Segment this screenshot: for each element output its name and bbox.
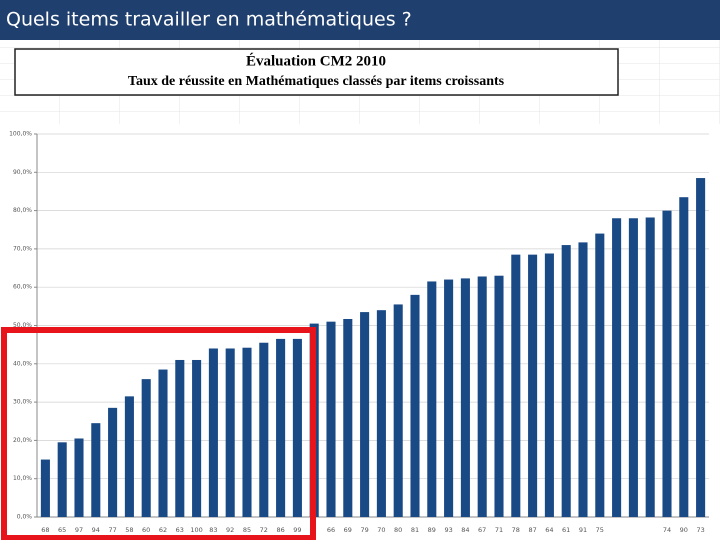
x-tick-label: 85 [243,526,251,534]
x-tick-label: 73 [696,526,704,534]
bar [410,294,420,517]
x-tick-label: 68 [41,526,49,534]
bar [108,407,118,517]
bar [376,310,386,517]
bar [612,218,622,517]
x-tick-label: 78 [512,526,520,534]
bar [141,379,151,517]
y-tick-label: 90,0% [13,169,32,176]
bar [544,253,554,517]
x-tick-label: 93 [444,526,452,534]
bar [276,338,286,517]
bar [326,321,336,517]
x-tick-label: 61 [562,526,570,534]
x-tick-label: 80 [394,526,402,534]
bar [91,423,101,517]
bar [225,348,235,517]
highlight-box [1,327,316,541]
x-tick-label: 60 [142,526,150,534]
bar [242,347,252,517]
y-tick-label: 70,0% [13,245,32,252]
x-tick-label: 70 [377,526,385,534]
bar [74,438,84,517]
bar [561,245,571,517]
bar [175,359,185,517]
x-tick-label: 77 [108,526,116,534]
bar [645,217,655,517]
x-tick-label: 72 [260,526,268,534]
x-tick-label: 81 [411,526,419,534]
bar [124,396,134,517]
bar [460,278,470,517]
bar [595,233,605,517]
x-tick-label: 100 [190,526,202,534]
bar [393,304,403,517]
x-tick-label: 92 [226,526,234,534]
x-tick-label: 83 [209,526,217,534]
x-tick-label: 90 [680,526,688,534]
bar [57,442,67,517]
bar [511,254,521,517]
x-tick-label: 97 [75,526,83,534]
x-tick-label: 62 [159,526,167,534]
y-tick-label: 40,0% [13,360,32,367]
x-tick-label: 94 [92,526,100,534]
bar [259,342,269,517]
x-tick-label: 84 [461,526,469,534]
x-tick-label: 63 [176,526,184,534]
x-tick-label: 65 [58,526,66,534]
x-tick-label: 79 [360,526,368,534]
title-box [14,48,619,96]
bar [477,276,487,517]
bar [40,459,50,517]
bar [528,254,538,517]
y-tick-label: 100,0% [9,131,32,138]
x-tick-label: 87 [528,526,536,534]
x-tick-label: 99 [293,526,301,534]
bar [628,218,638,517]
y-tick-label: 50,0% [13,322,32,329]
bar [292,338,302,517]
y-tick-label: 0,0% [17,514,33,521]
header-bar [0,0,720,40]
header-title: Quels items travailler en mathématiques … [6,9,412,31]
y-tick-label: 10,0% [13,475,32,482]
x-tick-label: 66 [327,526,335,534]
x-tick-label: 74 [663,526,671,534]
bar [427,281,437,517]
x-tick-label: 86 [276,526,284,534]
bar [208,348,218,517]
bar [192,359,202,517]
y-tick-label: 20,0% [13,437,32,444]
bar [444,279,454,517]
y-tick-label: 60,0% [13,284,32,291]
x-tick-label: 69 [344,526,352,534]
bar [360,312,370,517]
y-tick-label: 30,0% [13,399,32,406]
bar [343,318,353,517]
chart-subtitle: Taux de réussite en Mathématiques classé… [128,74,505,89]
x-tick-label: 89 [428,526,436,534]
bar [662,210,672,517]
y-tick-label: 80,0% [13,207,32,214]
plot: 0,0% 10,0% 20,0% 30,0% 40,0% 50,0% 60,0% 70,0% 8… [9,131,709,534]
chart-title: Évaluation CM2 2010 [246,52,386,69]
x-tick-label: 67 [478,526,486,534]
bar [578,242,588,518]
bar [494,275,504,517]
x-tick-label: 58 [125,526,133,534]
bar [158,369,168,517]
x-tick-label: 64 [545,526,553,534]
bar [696,178,706,518]
bar [679,197,689,517]
x-tick-label: 91 [579,526,587,534]
x-tick-label: 71 [495,526,503,534]
x-tick-label: 75 [596,526,604,534]
